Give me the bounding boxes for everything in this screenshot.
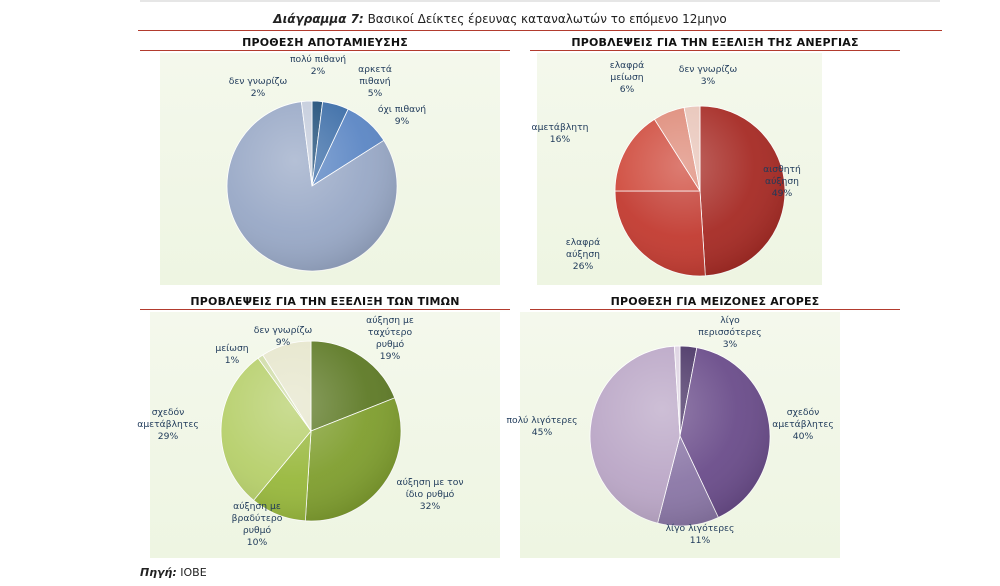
panel-title-purchases: ΠΡΟΘΕΣΗ ΓΙΑ ΜΕΙΖΟΝΕΣ ΑΓΟΡΕΣ — [610, 295, 820, 308]
panel-rule-savings — [140, 50, 510, 51]
panel-title-savings: ΠΡΟΘΕΣΗ ΑΠΟΤΑΜΙΕΥΣΗΣ — [242, 36, 408, 49]
panel-rule-unemployment — [530, 50, 900, 51]
slice-label: λίγο περισσότερες 3% — [698, 315, 761, 350]
figure-title: Διάγραμμα 7: Βασικοί Δείκτες έρευνας κατ… — [0, 12, 1000, 26]
slice-label: ελαφρά αύξηση 26% — [566, 237, 600, 272]
slice-label: αύξηση με ταχύτερο ρυθμό 19% — [366, 315, 414, 362]
pie-chart-unemployment: αισθητή αύξηση 49% ελαφρά αύξηση 26% αμετάβλητ… — [532, 60, 801, 277]
slice-label: αισθητή αύξηση 49% — [763, 164, 801, 199]
title-rule — [138, 30, 942, 31]
figure-title-text: Βασικοί Δείκτες έρευνας καταναλωτών το ε… — [367, 12, 727, 26]
slice-label: δεν γνωρίζω 3% — [679, 64, 738, 87]
slice-label: δεν γνωρίζω 9% — [254, 325, 313, 348]
top-edge-strip — [140, 0, 940, 2]
slice-label: πολύ πιθανή 2% — [290, 54, 346, 77]
figure-title-lead: Διάγραμμα 7: — [273, 12, 364, 26]
source-note: Πηγή: IOBE — [140, 566, 207, 579]
slice-label: δεν γνωρίζω 2% — [229, 76, 288, 99]
pie-chart-purchases: λίγο περισσότερες 3% σχεδόν αμετάβλητες 40% λί… — [506, 315, 833, 546]
slice-label: αύξηση με τον ίδιο ρυθμό 32% — [397, 477, 464, 512]
panel-title-unemployment: ΠΡΟΒΛΕΨΕΙΣ ΓΙΑ ΤΗΝ ΕΞΕΛΙΞΗ ΤΗΣ ΑΝΕΡΓΙΑΣ — [571, 36, 859, 49]
source-lead: Πηγή: — [140, 566, 177, 579]
slice-label: αύξηση με βραδύτερο ρυθμό 10% — [232, 501, 283, 548]
slice-label: μείωση 1% — [215, 343, 248, 366]
source-text: IOBE — [180, 566, 207, 579]
slice-label: σχεδόν αμετάβλητες 40% — [772, 407, 833, 442]
slice-label: λίγο λιγότερες 11% — [666, 523, 735, 546]
panel-rule-prices — [140, 309, 510, 310]
pie-slice — [614, 190, 706, 277]
panel-rule-purchases — [530, 309, 900, 310]
slice-label: αρκετά πιθανή 5% — [358, 64, 392, 99]
pie-chart-prices: αύξηση με ταχύτερο ρυθμό 19% αύξηση με τον ίδ… — [137, 315, 464, 548]
slice-label: σχεδόν αμετάβλητες 29% — [137, 407, 198, 442]
panel-title-prices: ΠΡΟΒΛΕΨΕΙΣ ΓΙΑ ΤΗΝ ΕΞΕΛΙΞΗ ΤΩΝ ΤΙΜΩΝ — [190, 295, 460, 308]
slice-label: όχι πιθανή 9% — [378, 104, 426, 127]
slice-label: αμετάβλητη 16% — [532, 122, 589, 145]
slice-label: ελαφρά μείωση 6% — [610, 60, 644, 95]
slice-label: πολύ λιγότερες 45% — [506, 415, 577, 438]
